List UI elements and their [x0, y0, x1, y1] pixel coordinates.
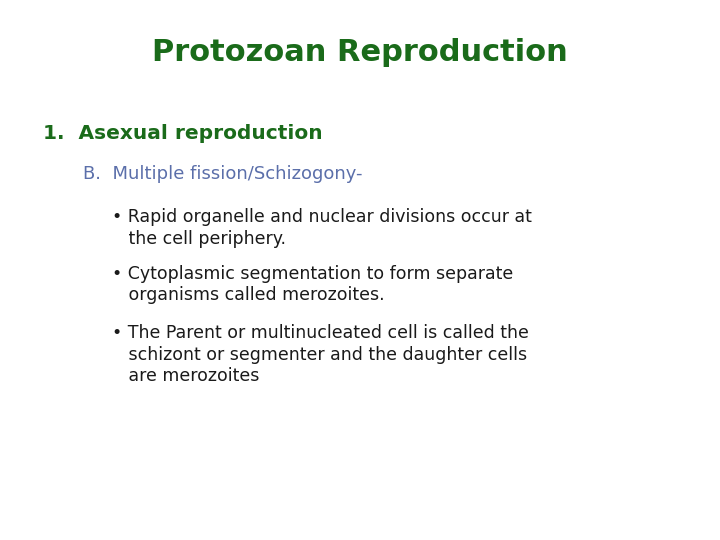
- Text: are merozoites: are merozoites: [112, 367, 259, 385]
- Text: • Cytoplasmic segmentation to form separate: • Cytoplasmic segmentation to form separ…: [112, 265, 513, 282]
- Text: Protozoan Reproduction: Protozoan Reproduction: [152, 38, 568, 67]
- Text: B.  Multiple fission/Schizogony-: B. Multiple fission/Schizogony-: [83, 165, 362, 183]
- Text: 1.  Asexual reproduction: 1. Asexual reproduction: [43, 124, 323, 143]
- Text: schizont or segmenter and the daughter cells: schizont or segmenter and the daughter c…: [112, 346, 527, 363]
- Text: organisms called merozoites.: organisms called merozoites.: [112, 286, 384, 304]
- Text: the cell periphery.: the cell periphery.: [112, 230, 286, 247]
- Text: • Rapid organelle and nuclear divisions occur at: • Rapid organelle and nuclear divisions …: [112, 208, 531, 226]
- Text: • The Parent or multinucleated cell is called the: • The Parent or multinucleated cell is c…: [112, 324, 528, 342]
